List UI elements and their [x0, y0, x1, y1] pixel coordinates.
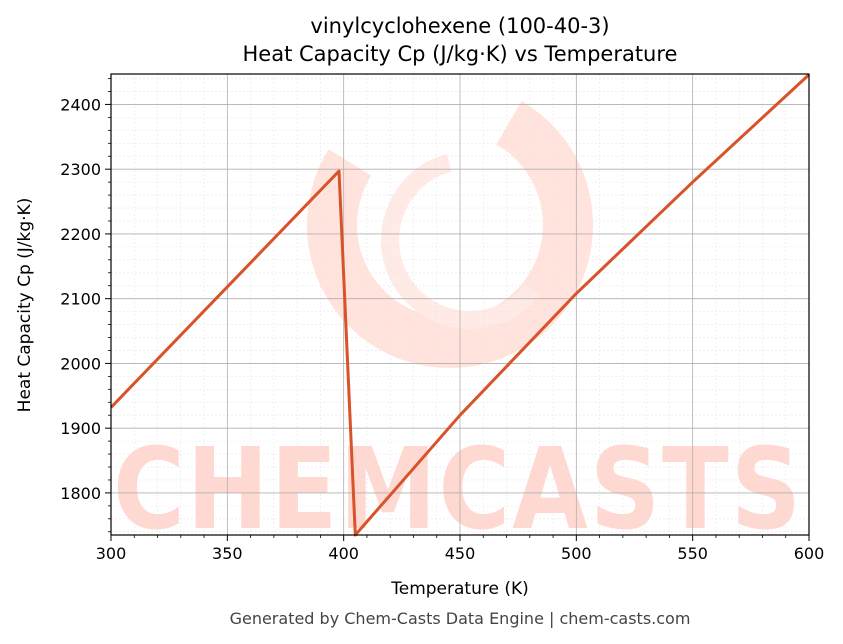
watermark: CHEMCASTS — [113, 82, 801, 555]
x-tick-label: 600 — [794, 544, 825, 563]
y-tick-label: 2100 — [60, 290, 101, 309]
chart-title: vinylcyclohexene (100-40-3) — [310, 14, 609, 38]
y-tick-label: 2400 — [60, 95, 101, 114]
y-axis-label: Heat Capacity Cp (J/kg·K) — [15, 198, 35, 413]
x-tick-label: 400 — [328, 544, 359, 563]
y-tick-label: 2200 — [60, 225, 101, 244]
series-group — [109, 73, 811, 537]
series-line — [109, 73, 811, 537]
y-tick-label: 1900 — [60, 419, 101, 438]
chart-subtitle: Heat Capacity Cp (J/kg·K) vs Temperature — [243, 42, 678, 66]
y-tick-label: 2300 — [60, 160, 101, 179]
footer-credit: Generated by Chem-Casts Data Engine | ch… — [230, 609, 691, 628]
x-tick-label: 350 — [212, 544, 243, 563]
x-tick-label: 500 — [561, 544, 592, 563]
y-axis: 1800 1900 2000 2100 2200 2300 2400 — [60, 78, 111, 533]
watermark-logo-icon — [307, 82, 593, 368]
x-axis: 300 350 400 450 500 550 600 — [96, 535, 825, 563]
y-tick-label: 2000 — [60, 354, 101, 373]
x-axis-label: Temperature (K) — [390, 579, 529, 599]
x-tick-label: 550 — [677, 544, 708, 563]
x-tick-label: 450 — [445, 544, 476, 563]
x-tick-label: 300 — [96, 544, 127, 563]
y-tick-label: 1800 — [60, 484, 101, 503]
